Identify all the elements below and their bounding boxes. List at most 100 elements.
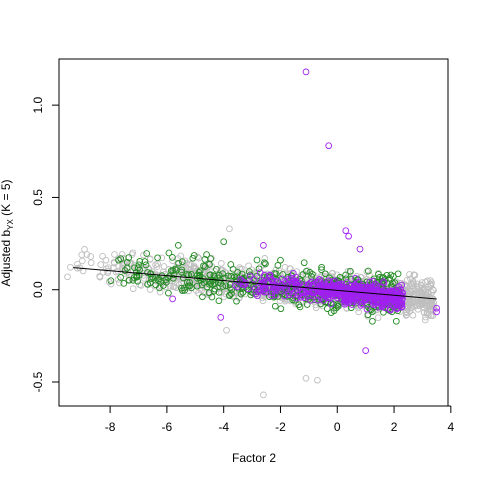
data-point: [283, 281, 291, 289]
data-point: [375, 270, 382, 278]
data-point: [67, 263, 74, 271]
data-point: [252, 290, 260, 297]
data-point: [175, 281, 183, 289]
data-point: [87, 259, 95, 267]
data-point: [271, 287, 279, 295]
data-point: [227, 261, 235, 268]
data-point: [196, 274, 204, 281]
data-point: [264, 279, 272, 287]
data-point: [279, 271, 287, 278]
data-point: [351, 295, 359, 303]
data-point: [118, 251, 126, 258]
data-point: [102, 256, 110, 264]
data-point: [215, 289, 223, 296]
data-point: [153, 263, 161, 270]
data-point: [210, 287, 218, 295]
data-point: [146, 286, 154, 293]
data-point: [286, 276, 294, 284]
data-point: [87, 253, 95, 260]
data-point: [381, 276, 389, 283]
data-point: [398, 281, 406, 289]
data-point: [200, 279, 208, 286]
data-point: [362, 347, 370, 354]
data-point: [336, 274, 344, 281]
data-point: [190, 252, 198, 259]
data-point: [302, 68, 310, 76]
data-point: [299, 271, 307, 278]
data-point: [144, 280, 151, 288]
data-point: [277, 256, 284, 264]
data-point: [332, 304, 340, 312]
data-point: [410, 280, 418, 288]
data-point: [293, 294, 301, 302]
data-point: [372, 280, 379, 288]
data-point: [342, 227, 350, 235]
data-point: [146, 255, 154, 263]
points-layer: [64, 68, 440, 399]
data-point: [309, 286, 316, 294]
data-point: [390, 297, 397, 305]
data-point: [140, 275, 148, 282]
data-point: [268, 292, 276, 299]
data-point: [315, 276, 323, 283]
data-point: [380, 279, 388, 287]
data-point: [389, 280, 397, 287]
data-point: [74, 260, 81, 268]
data-point: [406, 271, 413, 278]
x-tick-label: -4: [218, 420, 229, 434]
data-point: [226, 291, 233, 299]
data-point: [285, 291, 293, 299]
data-point: [125, 254, 133, 261]
data-point: [382, 298, 389, 306]
data-point: [250, 275, 258, 283]
data-point: [312, 304, 320, 312]
data-point: [148, 275, 155, 282]
data-point: [322, 270, 329, 278]
data-point: [329, 278, 337, 285]
data-point: [205, 289, 213, 297]
data-point: [342, 293, 350, 301]
data-point: [325, 142, 333, 150]
data-point: [107, 277, 115, 285]
data-point: [181, 257, 189, 265]
data-point: [355, 308, 363, 316]
data-point: [201, 256, 209, 263]
data-point: [233, 283, 241, 290]
data-point: [143, 250, 151, 257]
data-point: [262, 260, 269, 268]
data-point: [277, 305, 285, 313]
data-point: [430, 287, 437, 294]
data-point: [144, 269, 151, 276]
data-point: [107, 280, 115, 288]
data-point: [307, 279, 314, 287]
data-point: [424, 277, 431, 285]
data-point: [414, 298, 422, 306]
data-point: [260, 242, 267, 249]
y-axis-label: Adjusted bYX (K = 5): [0, 179, 15, 286]
data-point: [260, 391, 267, 399]
data-point: [403, 276, 411, 284]
data-point: [320, 284, 328, 291]
data-point: [369, 317, 376, 325]
data-point: [129, 285, 137, 293]
data-point: [166, 282, 174, 290]
data-point: [224, 272, 232, 280]
data-point: [302, 374, 310, 382]
data-point: [222, 282, 230, 290]
data-point: [427, 277, 434, 284]
data-point: [353, 272, 361, 280]
y-axis: -0.5 0.0 0.5 1.0: [31, 96, 60, 392]
data-point: [178, 284, 185, 292]
data-point: [314, 376, 321, 384]
data-point: [134, 264, 142, 272]
data-point: [233, 297, 240, 305]
data-point: [349, 297, 357, 305]
data-point: [120, 280, 128, 287]
data-point: [266, 274, 273, 282]
data-point: [378, 296, 385, 304]
plot-frame: [58, 58, 449, 407]
data-point: [281, 292, 289, 300]
data-point: [390, 273, 397, 280]
data-point: [121, 267, 129, 274]
y-axis-label-main: Adjusted b: [0, 230, 13, 287]
